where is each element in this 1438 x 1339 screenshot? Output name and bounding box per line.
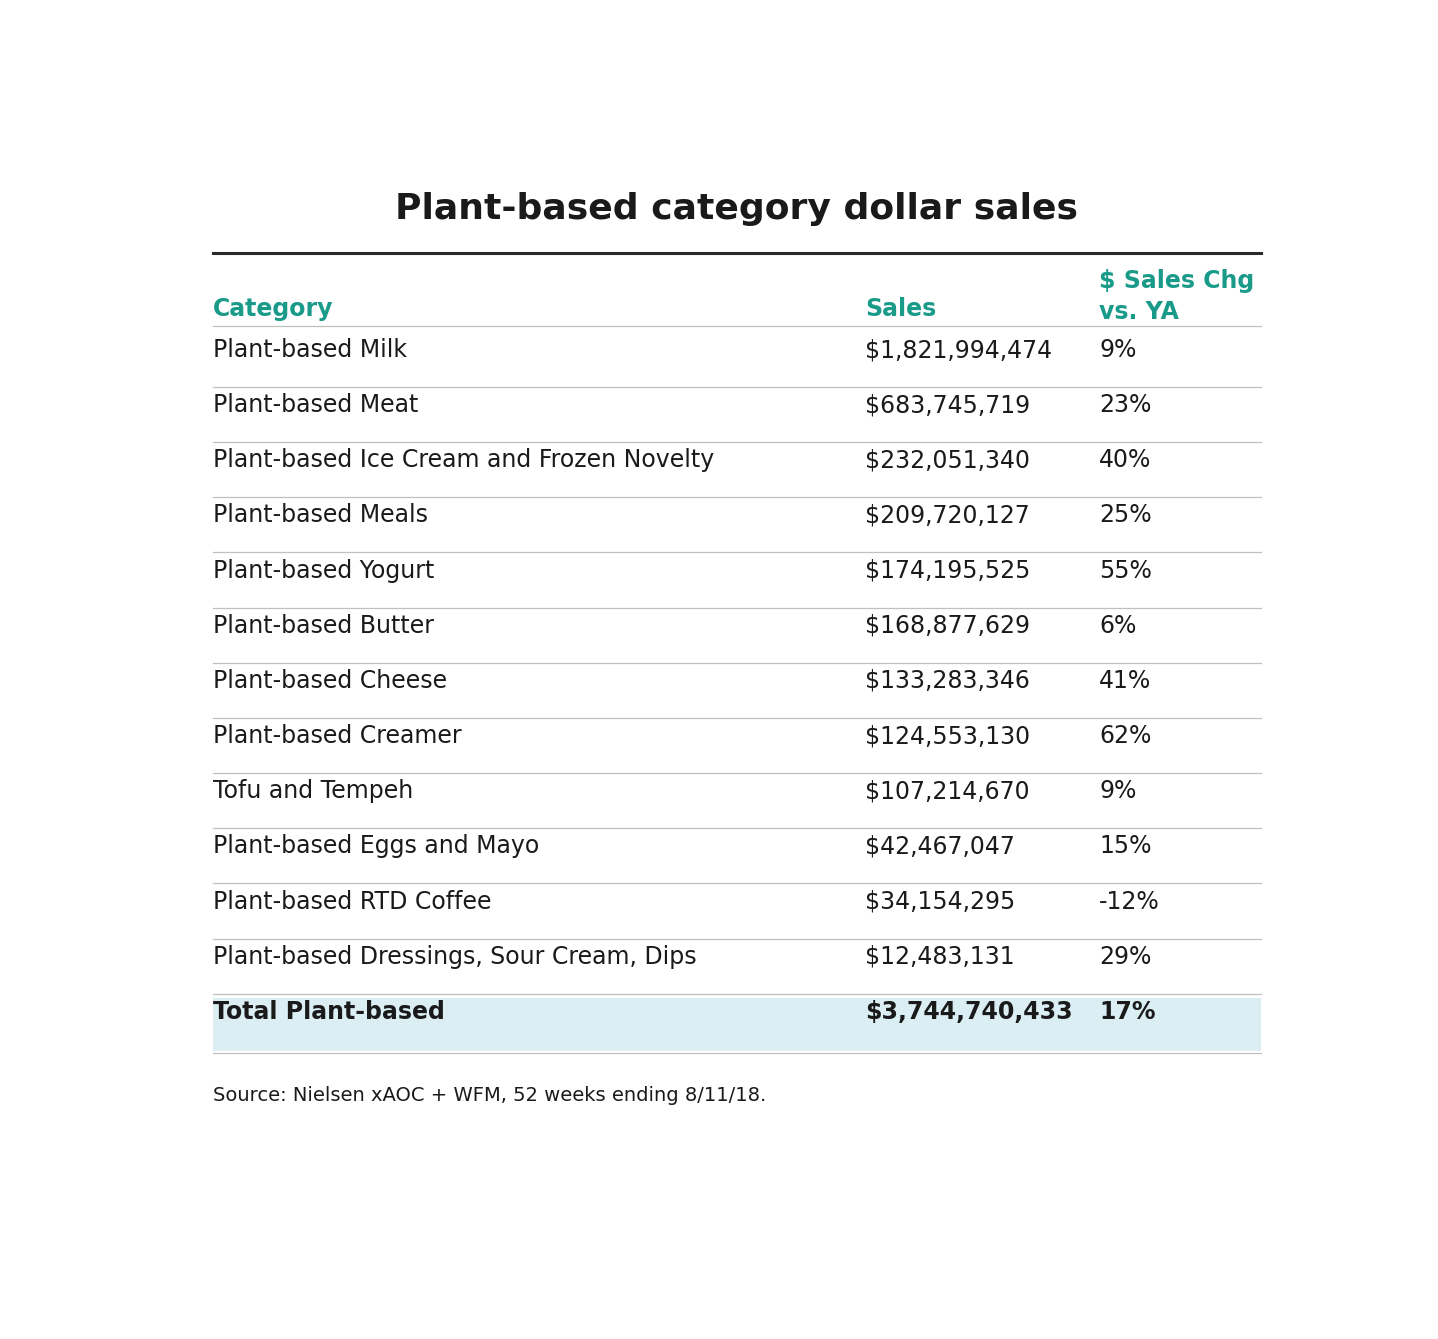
Text: $3,744,740,433: $3,744,740,433 (866, 1000, 1073, 1024)
Text: $12,483,131: $12,483,131 (866, 945, 1015, 969)
Text: Tofu and Tempeh: Tofu and Tempeh (213, 779, 414, 803)
FancyBboxPatch shape (213, 998, 1261, 1051)
Text: Plant-based Yogurt: Plant-based Yogurt (213, 558, 434, 582)
Text: 9%: 9% (1099, 779, 1136, 803)
Text: 6%: 6% (1099, 613, 1136, 637)
Text: $107,214,670: $107,214,670 (866, 779, 1030, 803)
Text: 62%: 62% (1099, 724, 1152, 749)
Text: 55%: 55% (1099, 558, 1152, 582)
Text: Plant-based Cheese: Plant-based Cheese (213, 670, 447, 694)
Text: 41%: 41% (1099, 670, 1152, 694)
Text: -12%: -12% (1099, 889, 1160, 913)
Text: $42,467,047: $42,467,047 (866, 834, 1015, 858)
Text: 15%: 15% (1099, 834, 1152, 858)
Text: $124,553,130: $124,553,130 (866, 724, 1030, 749)
Text: Source: Nielsen xAOC + WFM, 52 weeks ending 8/11/18.: Source: Nielsen xAOC + WFM, 52 weeks end… (213, 1086, 766, 1105)
Text: 29%: 29% (1099, 945, 1152, 969)
Text: 25%: 25% (1099, 503, 1152, 528)
Text: $209,720,127: $209,720,127 (866, 503, 1030, 528)
Text: Plant-based Dressings, Sour Cream, Dips: Plant-based Dressings, Sour Cream, Dips (213, 945, 697, 969)
Text: Plant-based Meals: Plant-based Meals (213, 503, 429, 528)
Text: $34,154,295: $34,154,295 (866, 889, 1015, 913)
Text: $174,195,525: $174,195,525 (866, 558, 1031, 582)
Text: $683,745,719: $683,745,719 (866, 394, 1030, 418)
Text: Category: Category (213, 297, 334, 321)
Text: Plant-based Creamer: Plant-based Creamer (213, 724, 462, 749)
Text: $232,051,340: $232,051,340 (866, 449, 1030, 473)
Text: Plant-based RTD Coffee: Plant-based RTD Coffee (213, 889, 492, 913)
Text: Plant-based category dollar sales: Plant-based category dollar sales (395, 191, 1078, 225)
Text: 40%: 40% (1099, 449, 1152, 473)
Text: Plant-based Butter: Plant-based Butter (213, 613, 434, 637)
Text: 23%: 23% (1099, 394, 1152, 418)
Text: $168,877,629: $168,877,629 (866, 613, 1030, 637)
Text: 17%: 17% (1099, 1000, 1156, 1024)
Text: 9%: 9% (1099, 337, 1136, 362)
Text: Plant-based Ice Cream and Frozen Novelty: Plant-based Ice Cream and Frozen Novelty (213, 449, 715, 473)
Text: Total Plant-based: Total Plant-based (213, 1000, 444, 1024)
Text: Plant-based Milk: Plant-based Milk (213, 337, 407, 362)
Text: $133,283,346: $133,283,346 (866, 670, 1030, 694)
Text: Plant-based Meat: Plant-based Meat (213, 394, 418, 418)
Text: Plant-based Eggs and Mayo: Plant-based Eggs and Mayo (213, 834, 539, 858)
Text: Sales: Sales (866, 297, 936, 321)
Text: $1,821,994,474: $1,821,994,474 (866, 337, 1053, 362)
Text: $ Sales Chg
vs. YA: $ Sales Chg vs. YA (1099, 269, 1254, 324)
